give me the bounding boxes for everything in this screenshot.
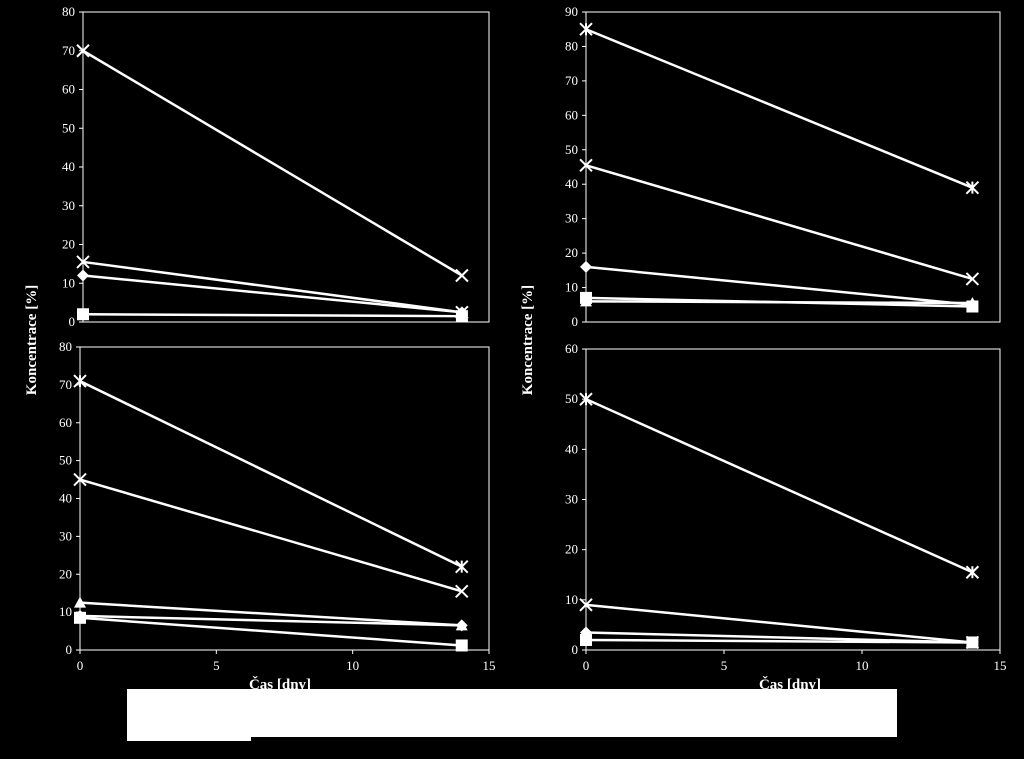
y-tick-label: 60 (565, 107, 578, 122)
data-point-square-marker (966, 636, 979, 649)
data-point-square-marker (455, 639, 468, 652)
series-line-2-1 (585, 28, 973, 189)
y-tick-label: 0 (69, 314, 76, 329)
series-line-3-1 (79, 379, 463, 568)
y-tick-label: 60 (565, 341, 578, 356)
data-point-x-marker (965, 272, 980, 286)
y-tick-label: 70 (59, 377, 72, 392)
y-tick-label: 50 (565, 391, 578, 406)
y-tick-label: 50 (62, 120, 75, 135)
legend-box (127, 689, 897, 737)
series-line-4-1 (585, 398, 973, 574)
series-line-3-3 (79, 601, 462, 627)
y-tick-label: 20 (59, 566, 72, 581)
data-point-x-marker (73, 472, 87, 487)
series-line-1-3 (82, 274, 463, 314)
data-point-x-marker (455, 584, 469, 599)
y-tick-label: 50 (565, 142, 578, 157)
data-point-x-marker (579, 158, 593, 172)
legend-box-tab (127, 735, 251, 741)
data-point-triangle-marker (580, 295, 592, 307)
series-line-2-3 (585, 265, 973, 307)
data-point-square-marker (74, 611, 86, 624)
data-point-x-marker (76, 255, 90, 269)
data-point-triangle-marker (74, 596, 86, 608)
x-axis-title: Čas [dny] (249, 676, 311, 693)
series-line-2-5 (585, 300, 973, 305)
y-tick-label: 30 (62, 198, 75, 213)
y-tick-label: 20 (62, 237, 75, 252)
data-point-square-marker (455, 310, 468, 323)
x-tick-label: 5 (721, 658, 728, 673)
y-tick-label: 0 (66, 642, 73, 657)
x-tick-label: 0 (583, 658, 590, 673)
plot-frame-1 (82, 11, 490, 323)
data-point-asterisk-marker (965, 180, 980, 195)
series-line-1-1 (82, 49, 463, 277)
plot-frame-4 (585, 348, 1001, 651)
x-tick-label: 15 (483, 658, 496, 673)
data-point-square-marker (77, 308, 89, 321)
y-tick-label: 30 (565, 492, 578, 507)
data-point-diamond-marker (455, 619, 468, 632)
y-tick-label: 40 (565, 176, 578, 191)
y-tick-label: 20 (565, 542, 578, 557)
series-line-4-3 (585, 631, 973, 644)
y-tick-label: 90 (565, 4, 578, 19)
y-tick-label: 70 (565, 73, 578, 88)
y-tick-label: 0 (572, 642, 579, 657)
data-point-diamond-marker (580, 260, 592, 273)
series-line-2-2 (585, 164, 973, 281)
data-point-x-marker (76, 44, 90, 58)
x-axis-title: Čas [dny] (759, 676, 821, 693)
y-axis-title: Koncentrace [%] (24, 285, 40, 395)
series-line-3-2 (79, 478, 463, 593)
y-tick-label: 10 (565, 592, 578, 607)
data-point-triangle-marker (966, 297, 979, 309)
series-line-3-4 (79, 614, 462, 627)
y-tick-label: 40 (565, 441, 578, 456)
y-tick-label: 80 (62, 4, 75, 19)
y-axis-title: Koncentrace [%] (520, 285, 536, 395)
y-tick-label: 0 (572, 314, 579, 329)
y-tick-label: 10 (565, 280, 578, 295)
y-tick-label: 60 (59, 415, 72, 430)
x-tick-label: 0 (77, 658, 84, 673)
x-tick-label: 15 (994, 658, 1007, 673)
y-tick-label: 20 (565, 245, 578, 260)
series-line-3-5 (79, 616, 462, 647)
y-tick-label: 30 (565, 211, 578, 226)
y-tick-label: 10 (59, 604, 72, 619)
y-tick-label: 30 (59, 528, 72, 543)
x-tick-label: 10 (346, 658, 359, 673)
data-point-asterisk-marker (455, 559, 469, 574)
y-tick-label: 80 (565, 38, 578, 53)
y-tick-label: 80 (59, 339, 72, 354)
y-tick-label: 60 (62, 82, 75, 97)
x-tick-label: 10 (856, 658, 869, 673)
data-point-x-marker (579, 598, 593, 612)
y-tick-label: 50 (59, 453, 72, 468)
series-line-1-4 (82, 313, 462, 318)
series-line-4-4 (585, 638, 973, 644)
y-tick-label: 40 (62, 159, 75, 174)
plot-frame-2 (585, 11, 1001, 323)
data-point-asterisk-marker (579, 392, 593, 406)
data-point-diamond-marker (77, 269, 89, 282)
series-line-1-2 (82, 260, 463, 314)
data-point-square-marker (580, 633, 592, 646)
data-point-asterisk-marker (579, 22, 593, 36)
data-point-x-marker (455, 268, 469, 283)
y-tick-label: 40 (59, 491, 72, 506)
y-tick-label: 10 (62, 275, 75, 290)
y-tick-label: 70 (62, 43, 75, 58)
data-point-asterisk-marker (965, 565, 980, 579)
series-line-4-2 (585, 603, 973, 644)
x-tick-label: 5 (213, 658, 220, 673)
data-point-asterisk-marker (73, 374, 87, 388)
